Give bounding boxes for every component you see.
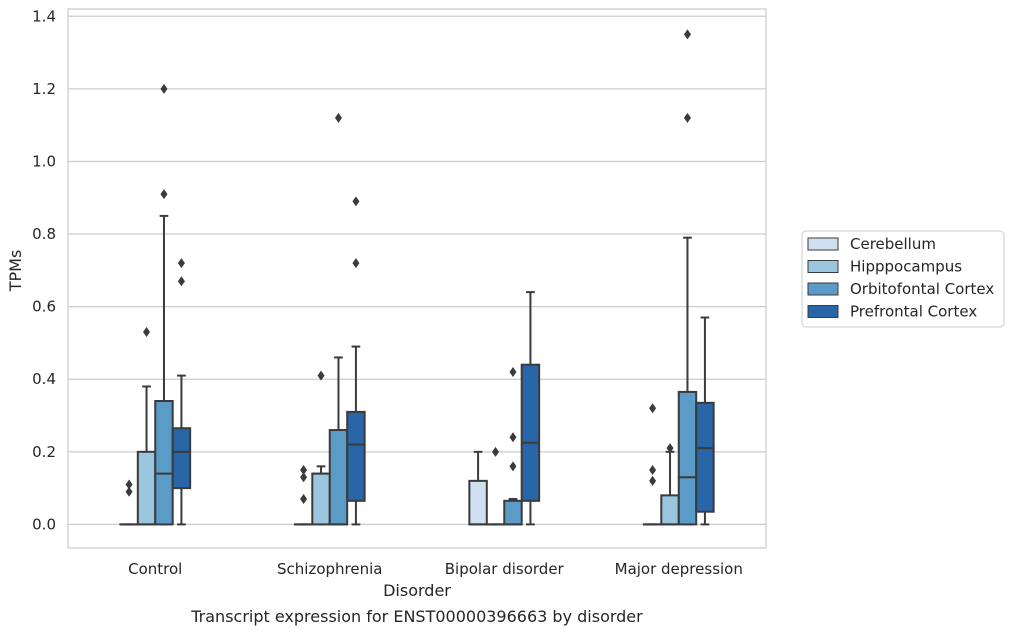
- outlier-point: [509, 366, 517, 377]
- y-axis-label: TPMs: [6, 250, 25, 293]
- box-3-3: [695, 316, 715, 526]
- y-tick-label: 0.8: [32, 225, 56, 243]
- outlier-point: [125, 486, 133, 497]
- box-3-1: [660, 443, 680, 526]
- legend-frame: [801, 230, 1005, 328]
- outlier-point: [649, 464, 657, 475]
- box-1-1: [311, 370, 331, 526]
- box-1-2: [328, 112, 349, 526]
- box-2-2: [503, 366, 523, 526]
- legend-label: Prefrontal Cortex: [850, 303, 977, 321]
- box-2-1: [485, 446, 506, 526]
- x-axis-ticks: Control Schizophrenia Bipolar disorder Majo…: [128, 560, 743, 578]
- box-3-0: [642, 403, 663, 526]
- legend-label: Orbitofontal Cortex: [850, 280, 994, 298]
- box-3-2: [677, 29, 698, 526]
- x-tick-label: Control: [128, 560, 182, 578]
- box-body: [154, 400, 174, 526]
- box-2-0: [468, 450, 488, 526]
- outlier-point: [160, 83, 168, 94]
- outlier-point: [160, 189, 168, 200]
- box-body: [328, 429, 349, 526]
- box-body: [503, 499, 523, 526]
- box-0-1: [136, 327, 157, 526]
- outlier-point: [492, 446, 500, 457]
- outlier-point: [334, 112, 342, 123]
- box-body: [695, 401, 715, 513]
- outlier-point: [352, 196, 360, 207]
- outlier-point: [683, 29, 691, 40]
- legend-swatch: [807, 282, 839, 296]
- box-body: [311, 472, 331, 526]
- outlier-point: [649, 403, 657, 414]
- outlier-point: [143, 327, 151, 338]
- outlier-point: [317, 370, 325, 381]
- y-tick-label: 0.4: [32, 370, 56, 388]
- y-tick-label: 0.0: [32, 515, 56, 533]
- outlier-point: [300, 464, 308, 475]
- outlier-point: [666, 443, 674, 454]
- box-2-3: [520, 291, 541, 526]
- outlier-point: [177, 276, 185, 287]
- legend-label: Cerebellum: [850, 235, 936, 253]
- outlier-point: [125, 479, 133, 490]
- legend-swatch: [807, 260, 839, 273]
- box-0-0: [119, 479, 139, 526]
- box-body: [468, 479, 488, 526]
- outlier-point: [300, 494, 308, 504]
- outlier-point: [683, 112, 691, 123]
- y-tick-label: 1.0: [32, 152, 56, 170]
- outlier-point: [177, 258, 185, 269]
- outlier-point: [300, 472, 308, 483]
- y-tick-label: 0.2: [32, 443, 56, 461]
- chart-caption: Transcript expression for ENST0000039666…: [190, 607, 643, 626]
- legend-swatch: [807, 305, 839, 318]
- y-tick-label: 0.6: [32, 298, 56, 316]
- box-body: [346, 410, 366, 502]
- box-body: [520, 363, 541, 502]
- outlier-point: [509, 461, 517, 472]
- outlier-point: [649, 475, 657, 486]
- y-tick-label: 1.4: [32, 7, 56, 25]
- legend-label: Hipppocampus: [850, 258, 962, 276]
- outlier-point: [352, 258, 360, 269]
- boxes: [119, 29, 715, 526]
- box-0-2: [154, 83, 174, 526]
- box-body: [136, 450, 157, 526]
- x-tick-label: Schizophrenia: [277, 560, 382, 578]
- box-body: [660, 494, 680, 526]
- legend-swatch: [807, 237, 839, 251]
- outlier-point: [509, 432, 517, 443]
- box-body: [677, 390, 698, 526]
- x-axis-label: Disorder: [383, 581, 451, 600]
- box-1-3: [346, 196, 366, 526]
- box-1-0: [293, 464, 314, 526]
- x-tick-label: Bipolar disorder: [445, 560, 565, 578]
- legend: Cerebellum Hipppocampus Orbitofontal Corte…: [801, 230, 1005, 328]
- box-0-3: [171, 258, 192, 526]
- plot-frame: [67, 8, 767, 549]
- y-axis-ticks: 0.0 0.2 0.4 0.6 0.8 1.0 1.2 1.4: [32, 7, 56, 533]
- box-body: [171, 427, 192, 490]
- y-tick-label: 1.2: [32, 80, 56, 98]
- x-tick-label: Major depression: [615, 560, 743, 578]
